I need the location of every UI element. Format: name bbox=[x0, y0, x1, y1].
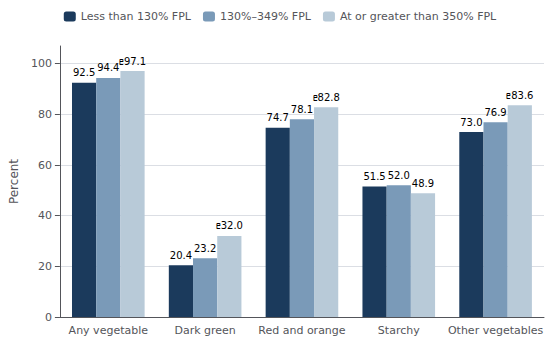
svg-text:20: 20 bbox=[38, 260, 52, 273]
svg-text:52.0: 52.0 bbox=[388, 170, 410, 181]
svg-text:Any vegetable: Any vegetable bbox=[69, 324, 149, 337]
svg-text:ᥱ97.1: ᥱ97.1 bbox=[119, 56, 146, 67]
svg-text:78.1: 78.1 bbox=[291, 104, 313, 115]
svg-text:0: 0 bbox=[45, 311, 52, 324]
svg-text:At or greater than 350% FPL: At or greater than 350% FPL bbox=[340, 10, 497, 23]
svg-text:92.5: 92.5 bbox=[73, 67, 95, 78]
svg-text:48.9: 48.9 bbox=[412, 178, 434, 189]
svg-text:23.2: 23.2 bbox=[194, 243, 216, 254]
svg-text:Dark green: Dark green bbox=[174, 324, 235, 337]
svg-text:ᥱ82.8: ᥱ82.8 bbox=[313, 92, 340, 103]
svg-text:Less than 130% FPL: Less than 130% FPL bbox=[81, 10, 192, 23]
svg-text:130%–349% FPL: 130%–349% FPL bbox=[220, 10, 312, 23]
svg-text:76.9: 76.9 bbox=[484, 107, 506, 118]
svg-text:51.5: 51.5 bbox=[363, 171, 385, 182]
svg-text:Starchy: Starchy bbox=[378, 324, 420, 337]
svg-text:60: 60 bbox=[38, 159, 52, 172]
svg-text:40: 40 bbox=[38, 209, 52, 222]
svg-text:100: 100 bbox=[31, 57, 52, 70]
svg-text:80: 80 bbox=[38, 108, 52, 121]
svg-text:Red and orange: Red and orange bbox=[258, 324, 346, 337]
svg-text:20.4: 20.4 bbox=[170, 250, 192, 261]
svg-text:74.7: 74.7 bbox=[267, 112, 289, 123]
svg-text:ᥱ32.0: ᥱ32.0 bbox=[216, 220, 243, 231]
svg-text:Percent: Percent bbox=[7, 159, 21, 204]
svg-text:Other vegetables: Other vegetables bbox=[448, 324, 544, 337]
svg-text:ᥱ83.6: ᥱ83.6 bbox=[506, 90, 533, 101]
svg-text:94.4: 94.4 bbox=[97, 62, 119, 73]
svg-text:73.0: 73.0 bbox=[460, 117, 482, 128]
